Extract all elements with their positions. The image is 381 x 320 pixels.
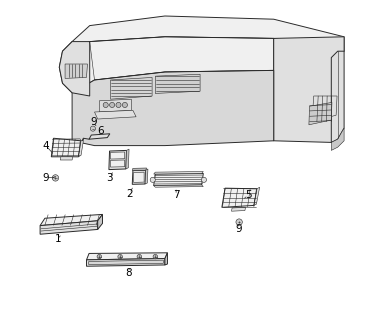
Polygon shape	[331, 128, 344, 150]
Polygon shape	[126, 149, 129, 169]
Circle shape	[90, 126, 96, 131]
Polygon shape	[109, 150, 126, 170]
Text: 5: 5	[245, 190, 251, 200]
Polygon shape	[72, 70, 274, 146]
Circle shape	[97, 254, 102, 259]
Polygon shape	[86, 259, 165, 266]
Polygon shape	[154, 172, 203, 174]
Polygon shape	[132, 168, 147, 171]
Text: 1: 1	[54, 234, 61, 244]
Polygon shape	[222, 188, 257, 207]
Circle shape	[52, 175, 59, 181]
Circle shape	[116, 102, 121, 108]
Polygon shape	[72, 37, 274, 93]
Polygon shape	[154, 185, 203, 187]
Polygon shape	[254, 187, 259, 205]
Polygon shape	[60, 157, 73, 160]
Polygon shape	[94, 110, 136, 119]
Text: 9: 9	[235, 224, 242, 234]
Polygon shape	[274, 37, 344, 142]
Circle shape	[153, 254, 157, 259]
Polygon shape	[59, 42, 90, 96]
Text: 9: 9	[90, 117, 96, 127]
Polygon shape	[65, 64, 88, 78]
Circle shape	[110, 102, 115, 108]
Polygon shape	[89, 134, 110, 139]
Polygon shape	[165, 253, 168, 265]
Polygon shape	[110, 160, 125, 167]
Polygon shape	[110, 77, 152, 99]
Circle shape	[137, 254, 141, 259]
Polygon shape	[40, 221, 98, 234]
Polygon shape	[232, 207, 245, 211]
Polygon shape	[154, 173, 203, 186]
Polygon shape	[110, 152, 125, 159]
Text: 3: 3	[107, 172, 113, 183]
Polygon shape	[98, 214, 102, 229]
Polygon shape	[132, 170, 146, 184]
Text: 8: 8	[126, 268, 132, 278]
Circle shape	[202, 177, 207, 182]
Polygon shape	[86, 253, 168, 260]
Polygon shape	[312, 96, 337, 122]
Polygon shape	[51, 138, 81, 157]
Circle shape	[103, 102, 108, 108]
Polygon shape	[155, 74, 200, 93]
Polygon shape	[59, 42, 72, 93]
Polygon shape	[89, 260, 163, 265]
Circle shape	[122, 102, 128, 108]
Circle shape	[118, 254, 122, 259]
Polygon shape	[309, 102, 332, 125]
Text: 9: 9	[43, 172, 49, 183]
Circle shape	[236, 219, 242, 225]
Polygon shape	[99, 99, 131, 112]
Text: 7: 7	[173, 190, 179, 200]
Text: 6: 6	[98, 126, 104, 136]
Polygon shape	[40, 214, 102, 226]
Polygon shape	[78, 139, 83, 157]
Circle shape	[150, 177, 155, 182]
Text: 2: 2	[126, 188, 133, 199]
Polygon shape	[145, 169, 148, 184]
Text: 4: 4	[43, 140, 49, 151]
Polygon shape	[133, 172, 144, 182]
Polygon shape	[72, 16, 344, 56]
